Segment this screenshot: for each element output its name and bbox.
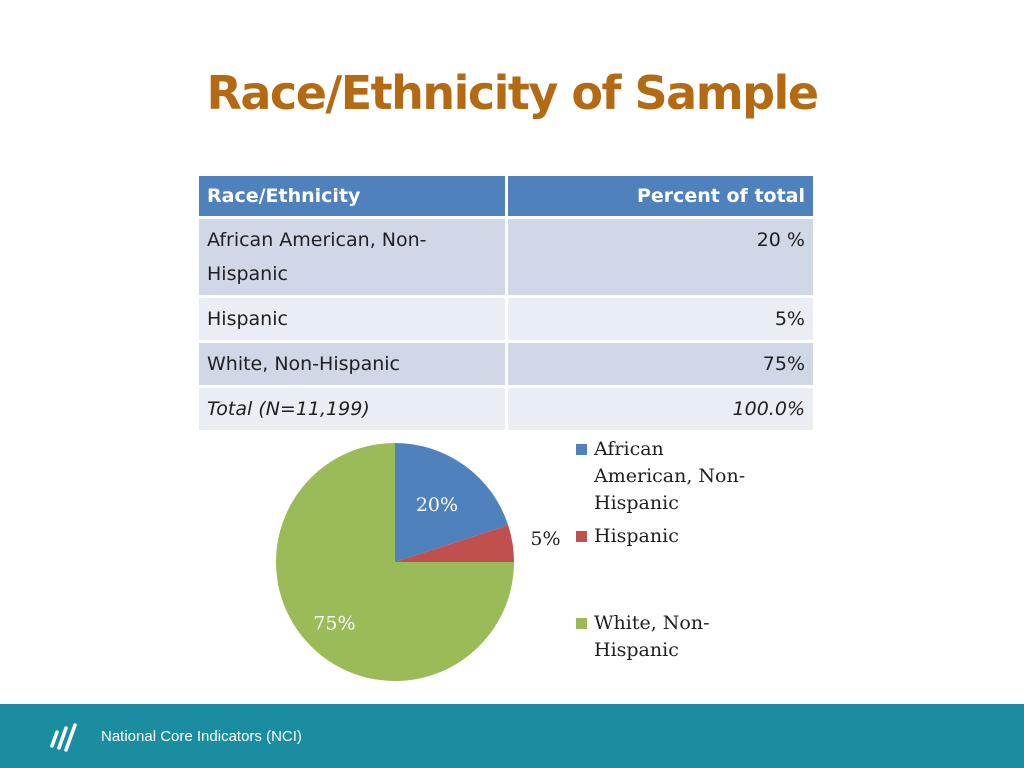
table-header-row: Race/Ethnicity Percent of total (199, 176, 813, 219)
nci-logo-icon (50, 723, 77, 752)
pie-data-label: 75% (313, 613, 355, 635)
pie-slice-african-american-non-hispanic (395, 443, 509, 562)
footer-bar: National Core Indicators (NCI) (0, 704, 1024, 768)
table-header-percent: Percent of total (506, 176, 813, 219)
race-ethnicity-table: Race/Ethnicity Percent of total African … (199, 176, 813, 433)
pie-slice-white-non-hispanic (276, 443, 514, 681)
slide-title: Race/Ethnicity of Sample (206, 66, 819, 120)
table-cell-label: Total (N=11,199) (199, 386, 508, 433)
legend-swatch (576, 444, 587, 455)
pie-slice-hispanic (395, 525, 514, 562)
table-cell-label: Hispanic (199, 296, 508, 343)
table-row: White, Non-Hispanic 75% (199, 341, 813, 388)
legend-swatch (576, 618, 587, 629)
table-row: African American, Non-Hispanic 20 % (199, 217, 813, 298)
pie-chart: 20% 5% 75% (276, 443, 560, 681)
table-cell-value: 20 % (506, 217, 813, 298)
table-cell-value: 100.0% (506, 386, 813, 433)
table-cell-label: White, Non-Hispanic (199, 341, 508, 388)
footer-text: National Core Indicators (NCI) (101, 728, 302, 745)
table-header-race-ethnicity: Race/Ethnicity (199, 176, 508, 219)
legend-label: Hispanic (594, 525, 679, 547)
legend-swatch (576, 531, 587, 542)
table-cell-value: 5% (506, 296, 813, 343)
table-total-row: Total (N=11,199) 100.0% (199, 386, 813, 433)
pie-data-label: 5% (530, 528, 560, 550)
table-cell-value: 75% (506, 341, 813, 388)
table-cell-label: African American, Non-Hispanic (199, 217, 508, 298)
legend-item-hispanic: Hispanic (576, 523, 756, 550)
legend-item-african-american: African American, Non-Hispanic (576, 436, 756, 517)
table-row: Hispanic 5% (199, 296, 813, 343)
legend-label: African American, Non-Hispanic (594, 438, 746, 514)
legend-label: White, Non-Hispanic (594, 612, 710, 661)
pie-data-label: 20% (416, 494, 458, 516)
legend-item-white: White, Non-Hispanic (576, 610, 756, 664)
